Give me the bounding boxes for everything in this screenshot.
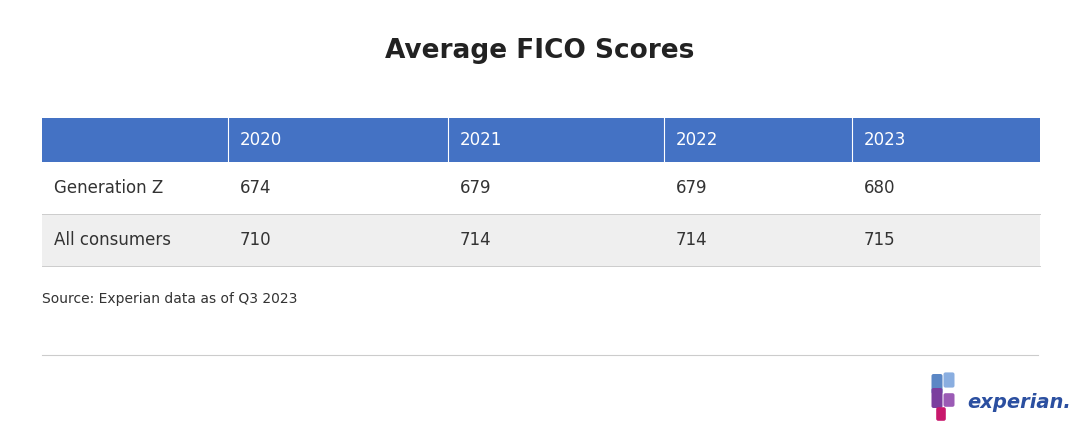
Text: experian.: experian. [967, 392, 1070, 411]
Text: Source: Experian data as of Q3 2023: Source: Experian data as of Q3 2023 [42, 292, 297, 306]
Text: Generation Z: Generation Z [54, 179, 163, 197]
Bar [42, 118, 1040, 162]
Text: 2020: 2020 [240, 131, 282, 149]
FancyBboxPatch shape [944, 393, 955, 407]
Text: 710: 710 [240, 231, 272, 249]
Text: 715: 715 [864, 231, 895, 249]
FancyBboxPatch shape [931, 388, 943, 408]
FancyBboxPatch shape [944, 372, 955, 388]
Text: 2023: 2023 [864, 131, 906, 149]
FancyBboxPatch shape [931, 374, 943, 394]
Text: 2021: 2021 [460, 131, 502, 149]
Text: 680: 680 [864, 179, 895, 197]
FancyBboxPatch shape [936, 407, 946, 421]
Text: 679: 679 [676, 179, 707, 197]
Text: 714: 714 [676, 231, 707, 249]
Text: Average FICO Scores: Average FICO Scores [386, 38, 694, 64]
Text: 679: 679 [460, 179, 491, 197]
Text: 674: 674 [240, 179, 271, 197]
Text: 714: 714 [460, 231, 491, 249]
Text: All consumers: All consumers [54, 231, 171, 249]
Bar [42, 214, 1040, 266]
Text: 2022: 2022 [676, 131, 718, 149]
Bar [42, 162, 1040, 214]
